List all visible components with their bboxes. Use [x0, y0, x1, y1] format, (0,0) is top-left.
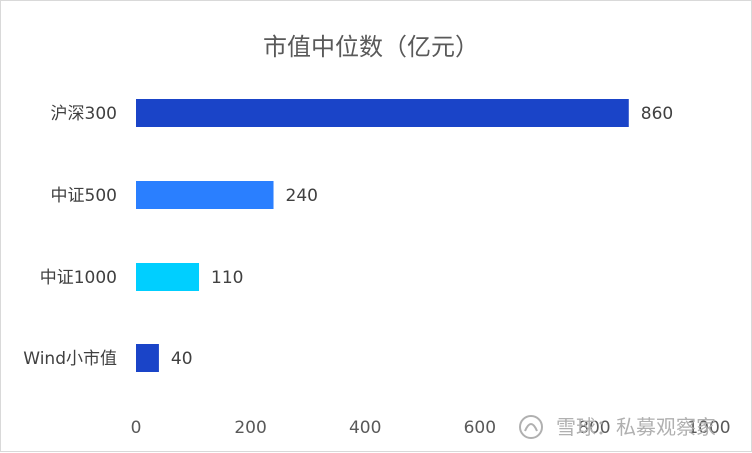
- data-label: 40: [171, 349, 193, 369]
- category-label: Wind小市值: [23, 349, 117, 369]
- bar: [136, 344, 159, 372]
- value-labels: 860 240 110 40: [171, 104, 673, 369]
- category-label: 沪深300: [51, 104, 117, 124]
- x-tick-label: 400: [349, 418, 381, 438]
- bar: [136, 99, 629, 127]
- bars-layer: [136, 99, 629, 372]
- bar: [136, 263, 200, 291]
- data-label: 240: [286, 186, 318, 206]
- x-axis-tick-labels: 0 200 400 600 800 1000: [131, 418, 731, 438]
- chart-title: 市值中位数（亿元）: [263, 33, 479, 61]
- watermark-text: 雪球：私募观察家: [556, 415, 716, 439]
- data-label: 110: [211, 268, 243, 288]
- category-label: 中证500: [51, 186, 117, 206]
- watermark: 雪球：私募观察家: [519, 415, 716, 439]
- x-tick-label: 200: [234, 418, 266, 438]
- data-label: 860: [641, 104, 673, 124]
- x-tick-label: 600: [464, 418, 496, 438]
- x-tick-label: 0: [131, 418, 142, 438]
- snowball-logo-icon: [519, 415, 543, 439]
- category-labels: 沪深300 中证500 中证1000 Wind小市值: [23, 104, 117, 369]
- x-tick-label: 1000: [687, 418, 730, 438]
- category-label: 中证1000: [40, 268, 117, 288]
- x-tick-label: 800: [578, 418, 610, 438]
- bar: [136, 181, 274, 209]
